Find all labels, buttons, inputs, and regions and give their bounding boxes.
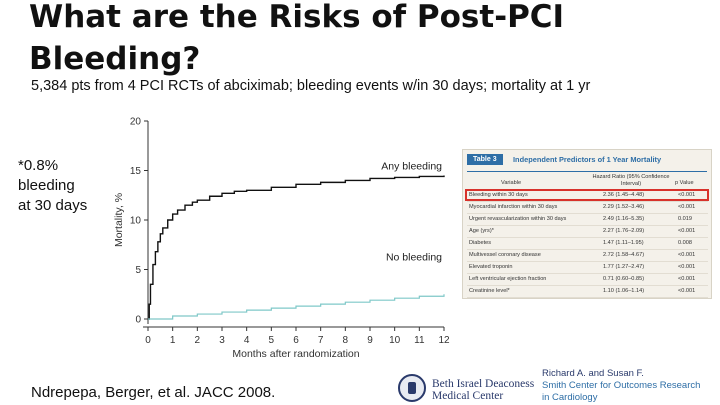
x-tick-label: 5 <box>269 335 275 346</box>
table-title: Independent Predictors of 1 Year Mortali… <box>513 155 662 164</box>
bleeding-note: *0.8% bleeding at 30 days <box>18 156 87 216</box>
x-tick-label: 11 <box>414 335 425 346</box>
table-body: Bleeding within 30 days 2.36 (1.45–4.48) <… <box>467 190 708 298</box>
table-cell-variable: Myocardial infarction within 30 days <box>469 204 558 210</box>
x-tick-label: 12 <box>438 335 450 346</box>
column-header-variable: Variable <box>501 180 522 186</box>
institution-name-line2: Medical Center <box>432 390 504 402</box>
table-badge: Table 3 <box>467 154 503 165</box>
table-cell-variable: Creatinine level* <box>469 288 510 294</box>
table-cell-hazard-ratio: 2.49 (1.16–5.35) <box>603 216 645 222</box>
column-header-p-value: p Value <box>675 180 694 186</box>
slide-subtitle: 5,384 pts from 4 PCI RCTs of abciximab; … <box>31 78 591 94</box>
table-rule <box>467 171 707 172</box>
y-tick-label: 10 <box>130 216 142 227</box>
x-tick-label: 4 <box>244 335 250 346</box>
table-cell-variable: Age (yrs)* <box>469 228 494 234</box>
table-cell-p-value: <0.001 <box>678 288 696 294</box>
research-center-name: Richard A. and Susan F. Smith Center for… <box>542 368 700 404</box>
table-row: Myocardial infarction within 30 days 2.29… <box>467 202 708 214</box>
note-line: at 30 days <box>18 197 88 214</box>
table-cell-p-value: <0.001 <box>678 192 696 198</box>
table-cell-variable: Elevated troponin <box>469 264 513 270</box>
table-cell-variable: Urgent revascularization within 30 days <box>469 216 567 222</box>
institution-name-line1: Beth Israel Deaconess <box>432 378 535 390</box>
institution-logo: Beth Israel Deaconess Medical Center <box>432 378 534 402</box>
y-axis-label: Mortality, % <box>113 193 125 247</box>
table-cell-p-value: 0.008 <box>678 240 692 246</box>
table-cell-hazard-ratio: 0.71 (0.60–0.85) <box>603 276 645 282</box>
table-cell-p-value: <0.001 <box>678 252 696 258</box>
slide-title: What are the Risks of Post-PCI Bleeding? <box>29 0 565 77</box>
x-tick-label: 6 <box>293 335 299 346</box>
table-row: Creatinine level* 1.10 (1.06–1.14) <0.001 <box>467 286 708 298</box>
table-cell-p-value: <0.001 <box>678 276 696 282</box>
table-cell-hazard-ratio: 2.27 (1.76–2.09) <box>603 228 645 234</box>
table-cell-variable: Left ventricular ejection fraction <box>469 276 547 282</box>
x-tick-label: 0 <box>145 335 151 346</box>
citation: Ndrepepa, Berger, et al. JACC 2008. <box>31 384 276 401</box>
series-line-no-bleeding <box>148 294 445 320</box>
y-tick-label: 0 <box>135 315 141 326</box>
table-row: Urgent revascularization within 30 days 2… <box>467 214 708 226</box>
predictors-table: Table 3 Independent Predictors of 1 Year… <box>462 149 712 299</box>
x-tick-label: 8 <box>343 335 349 346</box>
table-cell-hazard-ratio: 1.77 (1.27–2.47) <box>603 264 645 270</box>
table-cell-p-value: <0.001 <box>678 204 696 210</box>
table-cell-p-value: <0.001 <box>678 264 696 270</box>
center-line3: in Cardiology <box>542 392 598 403</box>
x-tick-label: 1 <box>170 335 176 346</box>
table-row: Age (yrs)* 2.27 (1.76–2.09) <0.001 <box>467 226 708 238</box>
note-line: bleeding <box>18 177 75 194</box>
highlight-box <box>465 189 709 201</box>
table-cell-hazard-ratio: 2.72 (1.58–4.67) <box>603 252 645 258</box>
table-cell-hazard-ratio: 2.36 (1.45–4.48) <box>603 192 645 198</box>
x-axis-label: Months after randomization <box>232 348 359 360</box>
note-line: *0.8% <box>18 157 59 174</box>
table-cell-p-value: 0.019 <box>678 216 692 222</box>
bidmc-seal-icon <box>398 374 426 402</box>
table-row: Elevated troponin 1.77 (1.27–2.47) <0.001 <box>467 262 708 274</box>
y-tick-label: 5 <box>135 265 141 276</box>
x-tick-label: 2 <box>195 335 201 346</box>
table-header: Table 3 Independent Predictors of 1 Year… <box>467 154 707 168</box>
x-tick-label: 10 <box>389 335 401 346</box>
table-cell-hazard-ratio: 1.47 (1.11–1.95) <box>603 240 644 246</box>
column-header-hazard-ratio: Hazard Ratio (95% Confidence Interval) <box>592 174 670 187</box>
table-cell-variable: Diabetes <box>469 240 492 246</box>
table-cell-hazard-ratio: 2.29 (1.52–3.46) <box>603 204 645 210</box>
chart-background <box>108 108 458 362</box>
table-cell-hazard-ratio: 1.10 (1.06–1.14) <box>603 288 645 294</box>
x-tick-label: 9 <box>367 335 373 346</box>
table-row: Diabetes 1.47 (1.11–1.95) 0.008 <box>467 238 708 250</box>
table-row: Left ventricular ejection fraction 0.71 (… <box>467 274 708 286</box>
y-tick-label: 20 <box>130 117 142 128</box>
y-tick-label: 15 <box>130 166 142 177</box>
series-line-any-bleeding <box>148 175 445 320</box>
series-label-any-bleeding: Any bleeding <box>381 160 442 172</box>
table-cell-variable: Multivessel coronary disease <box>469 252 541 258</box>
table-row: Bleeding within 30 days 2.36 (1.45–4.48) <… <box>467 190 708 202</box>
center-line1: Richard A. and Susan F. <box>542 368 644 379</box>
series-label-no-bleeding: No bleeding <box>386 251 442 263</box>
x-tick-label: 3 <box>219 335 225 346</box>
center-line2: Smith Center for Outcomes Research <box>542 380 701 391</box>
x-tick-label: 7 <box>318 335 324 346</box>
table-row: Multivessel coronary disease 2.72 (1.58–4… <box>467 250 708 262</box>
table-cell-variable: Bleeding within 30 days <box>469 192 528 198</box>
table-cell-p-value: <0.001 <box>678 228 696 234</box>
